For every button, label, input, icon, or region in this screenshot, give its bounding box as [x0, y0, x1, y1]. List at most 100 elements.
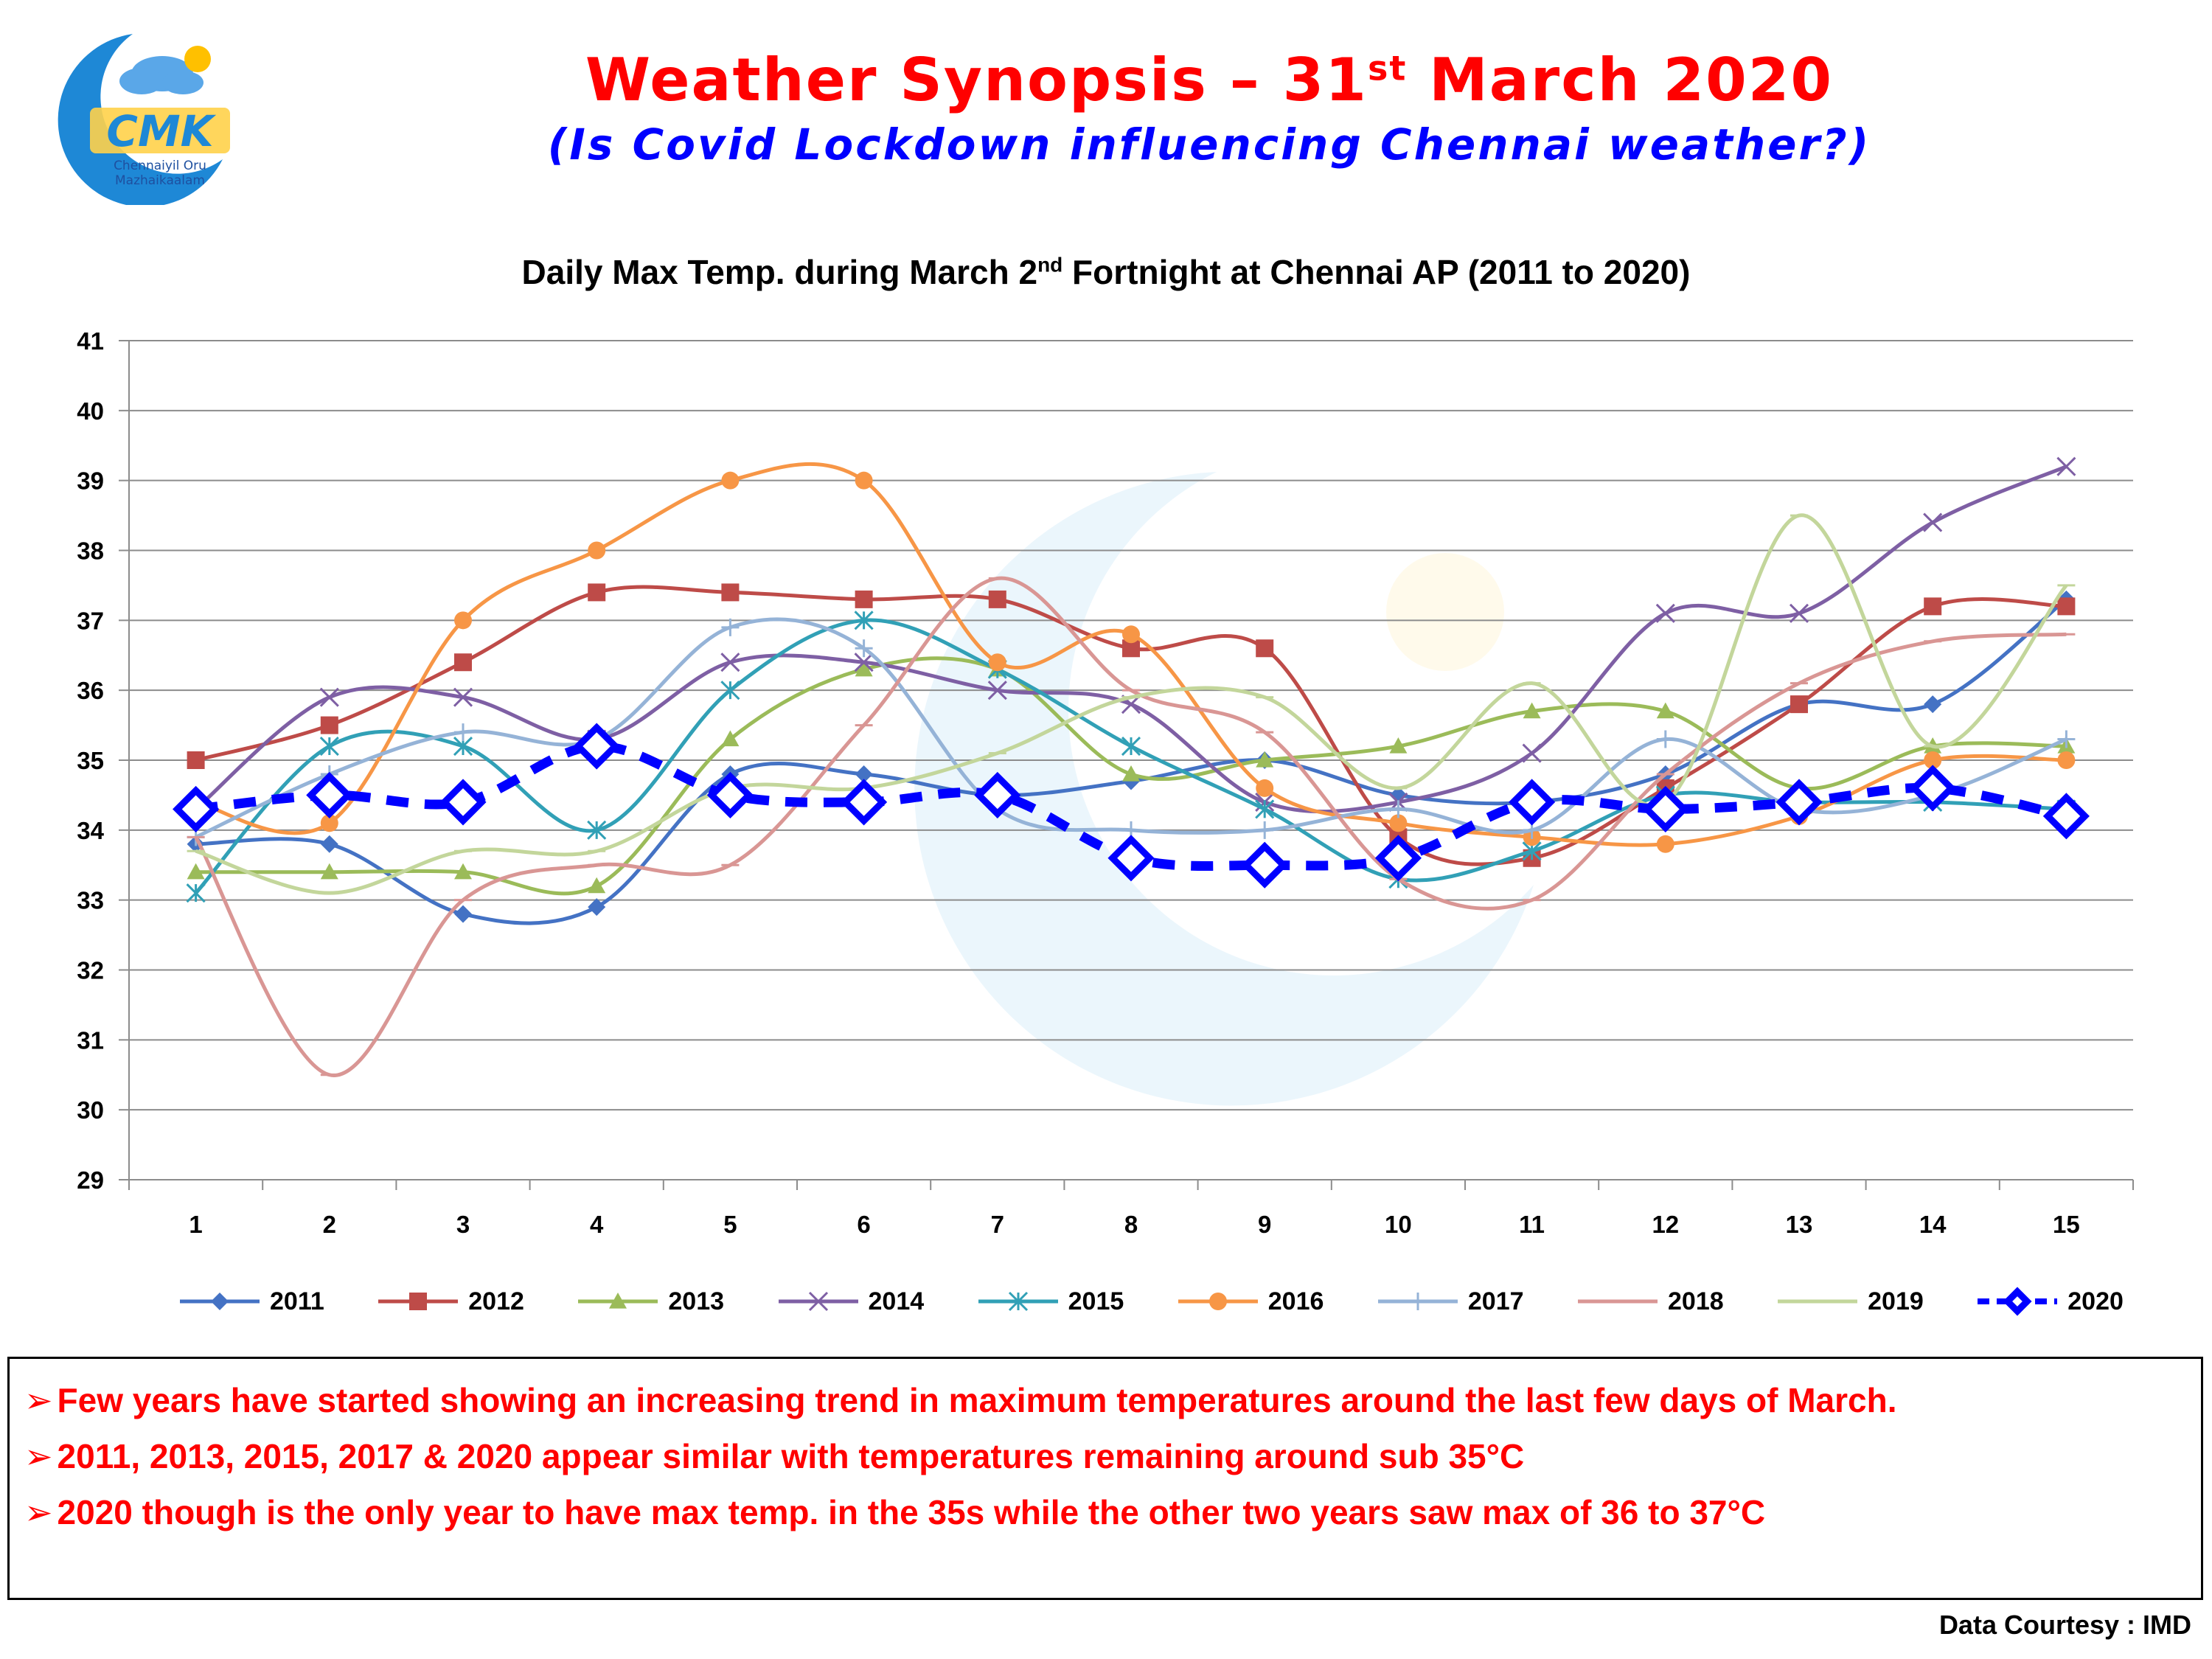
- data-point: [588, 898, 606, 917]
- data-point: [720, 681, 740, 700]
- legend-label: 2016: [1267, 1287, 1324, 1315]
- y-tick-label: 38: [77, 538, 104, 565]
- x-tick-label: 7: [991, 1211, 1004, 1238]
- legend-item: 2020: [1975, 1287, 2124, 1316]
- legend-swatch-icon: [1978, 1287, 2058, 1316]
- series-line: [194, 618, 2067, 894]
- page-title: Weather Synopsis – 31st March 2020: [585, 46, 1834, 114]
- data-point: [211, 1293, 229, 1310]
- series-line: [195, 656, 2067, 896]
- data-point: [187, 863, 205, 880]
- data-point: [1775, 779, 1823, 826]
- y-tick-label: 35: [77, 747, 104, 774]
- x-tick-label: 11: [1519, 1211, 1545, 1238]
- legend-swatch-icon: [1178, 1293, 1258, 1310]
- data-point: [1656, 702, 1674, 719]
- data-point: [588, 877, 606, 894]
- arrow-bullet-icon: ➢: [24, 1381, 53, 1419]
- arrow-bullet-icon: ➢: [24, 1437, 53, 1475]
- data-point: [987, 681, 1007, 700]
- data-point: [186, 883, 206, 903]
- legend-item: 2018: [1575, 1287, 1724, 1316]
- note-item: ➢ Few years have started showing an incre…: [24, 1381, 1897, 1419]
- data-point: [988, 590, 1006, 608]
- data-point: [588, 583, 606, 602]
- legend-item: 2015: [975, 1287, 1124, 1316]
- data-point: [439, 779, 487, 826]
- data-point: [1389, 737, 1408, 754]
- data-point: [854, 611, 874, 630]
- data-point: [706, 771, 754, 818]
- data-point: [720, 653, 740, 672]
- legend-item: 2012: [375, 1287, 524, 1316]
- data-point: [187, 751, 205, 769]
- data-point: [2003, 1287, 2032, 1316]
- y-tick-label: 36: [77, 677, 104, 704]
- data-point: [721, 730, 740, 747]
- chart-legend: 2011 2012 2013 2014 2015 2016 2017 2018 2019 2020: [177, 1287, 2124, 1316]
- data-point: [808, 1291, 828, 1312]
- page-subtitle: (Is Covid Lockdown influencing Chennai w…: [547, 119, 1871, 170]
- series-line: [195, 617, 2067, 839]
- logo-subtext-2: Mazhaikaalam: [115, 173, 205, 188]
- data-point: [855, 471, 873, 490]
- data-point: [721, 471, 740, 490]
- y-tick-label: 40: [77, 397, 104, 425]
- x-tick-label: 5: [723, 1211, 737, 1238]
- legend-swatch-icon: [778, 1291, 858, 1312]
- x-tick-label: 2: [323, 1211, 336, 1238]
- logo-text: CMK: [106, 106, 216, 156]
- data-point: [855, 660, 873, 677]
- y-tick-label: 34: [77, 817, 104, 844]
- x-tick-label: 12: [1652, 1211, 1679, 1238]
- data-point: [841, 779, 888, 826]
- data-courtesy: Data Courtesy : IMD: [1938, 1610, 2191, 1640]
- data-point: [1790, 695, 1808, 714]
- note-item: ➢ 2011, 2013, 2015, 2017 & 2020 appear si…: [24, 1437, 1525, 1475]
- series-2018: [187, 576, 2076, 1077]
- x-tick-label: 6: [857, 1211, 870, 1238]
- data-point: [1256, 821, 1274, 839]
- data-point: [1924, 751, 1942, 769]
- x-tick-label: 3: [456, 1211, 470, 1238]
- x-tick-label: 14: [1919, 1211, 1947, 1238]
- data-point: [609, 1293, 627, 1309]
- data-point: [1389, 800, 1408, 818]
- data-point: [587, 820, 607, 840]
- data-point: [2042, 793, 2090, 840]
- legend-label: 2017: [1467, 1287, 1524, 1315]
- data-point: [2057, 730, 2076, 748]
- series-line: [195, 585, 2067, 866]
- x-tick-label: 1: [189, 1211, 202, 1238]
- data-point: [306, 771, 353, 818]
- data-point: [1655, 603, 1675, 623]
- data-point: [1256, 751, 1274, 768]
- x-tick-label: 13: [1786, 1211, 1813, 1238]
- y-tick-label: 31: [77, 1026, 104, 1054]
- data-point: [1208, 1293, 1227, 1310]
- data-point: [988, 653, 1006, 672]
- data-point: [1924, 695, 1942, 714]
- data-point: [1256, 639, 1274, 658]
- data-point: [1256, 779, 1274, 797]
- data-point: [320, 863, 338, 880]
- legend-swatch-icon: [180, 1293, 260, 1310]
- data-point: [1789, 603, 1809, 623]
- data-point: [1121, 736, 1141, 757]
- data-point: [320, 814, 338, 832]
- data-point: [409, 1293, 428, 1310]
- data-point: [454, 863, 472, 880]
- data-point: [855, 765, 873, 783]
- y-tick-label: 33: [77, 887, 104, 914]
- arrow-bullet-icon: ➢: [24, 1493, 53, 1531]
- legend-label: 2015: [1068, 1287, 1124, 1315]
- data-point: [721, 618, 740, 636]
- legend-label: 2020: [2067, 1287, 2124, 1315]
- data-point: [2057, 597, 2076, 616]
- note-item: ➢ 2020 though is the only year to have ma…: [24, 1493, 1766, 1531]
- legend-item: 2016: [1175, 1287, 1324, 1316]
- data-point: [588, 541, 606, 560]
- series-line: [195, 462, 2067, 847]
- legend-label: 2014: [868, 1287, 925, 1315]
